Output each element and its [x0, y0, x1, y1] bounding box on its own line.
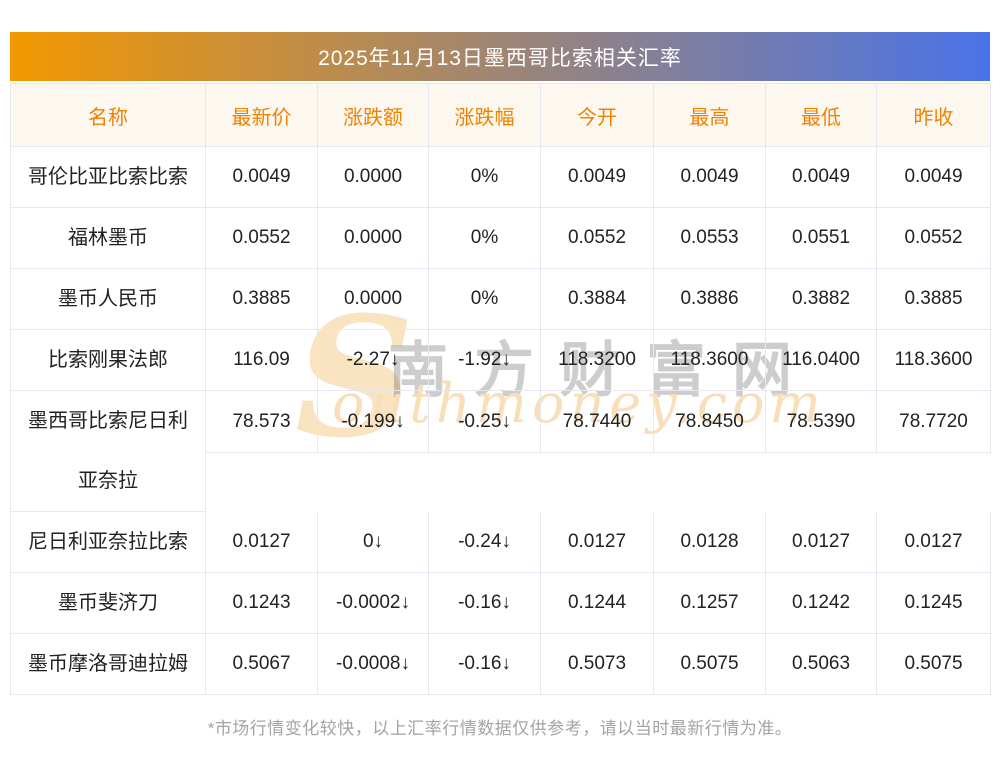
cell-open: 0.5073	[540, 633, 654, 695]
cell-change-pct: -1.92↓	[428, 329, 541, 391]
cell-change: 0.0000	[317, 268, 429, 330]
col-header-low: 最低	[765, 83, 877, 147]
table-row: 墨币人民币 0.3885 0.0000 0% 0.3884 0.3886 0.3…	[10, 268, 991, 330]
cell-open: 0.0552	[540, 207, 654, 269]
cell-change: -0.0002↓	[317, 572, 429, 634]
table-row: 福林墨币 0.0552 0.0000 0% 0.0552 0.0553 0.05…	[10, 207, 991, 269]
table-row: 墨币摩洛哥迪拉姆 0.5067 -0.0008↓ -0.16↓ 0.5073 0…	[10, 633, 991, 695]
cell-latest: 0.0552	[205, 207, 318, 269]
col-header-change-pct: 涨跌幅	[428, 83, 541, 147]
page-content: 2025年11月13日墨西哥比索相关汇率 名称 最新价 涨跌额 涨跌幅 今开 最…	[10, 32, 991, 738]
cell-name: 哥伦比亚比索比索	[10, 146, 206, 208]
cell-change-pct: 0%	[428, 268, 541, 330]
rates-table: 名称 最新价 涨跌额 涨跌幅 今开 最高 最低 昨收 哥伦比亚比索比索 0.00…	[10, 83, 991, 695]
col-header-high: 最高	[653, 83, 766, 147]
cell-prev-close: 0.1245	[876, 572, 991, 634]
col-header-prev-close: 昨收	[876, 83, 991, 147]
cell-prev-close: 0.0049	[876, 146, 991, 208]
cell-change: -0.199↓	[317, 389, 429, 454]
cell-change: 0↓	[317, 511, 429, 573]
cell-change: 0.0000	[317, 146, 429, 208]
table-row: 哥伦比亚比索比索 0.0049 0.0000 0% 0.0049 0.0049 …	[10, 146, 991, 208]
col-header-name: 名称	[10, 83, 206, 147]
cell-change-pct: -0.16↓	[428, 633, 541, 695]
cell-change: -0.0008↓	[317, 633, 429, 695]
cell-low: 0.1242	[765, 572, 877, 634]
cell-name: 墨币斐济刀	[10, 572, 206, 634]
cell-prev-close: 118.3600	[876, 329, 991, 391]
cell-prev-close: 0.0552	[876, 207, 991, 269]
cell-high: 0.5075	[653, 633, 766, 695]
cell-high: 0.0049	[653, 146, 766, 208]
cell-open: 118.3200	[540, 329, 654, 391]
cell-low: 0.0551	[765, 207, 877, 269]
cell-open: 0.0127	[540, 511, 654, 573]
cell-latest: 0.3885	[205, 268, 318, 330]
col-header-change: 涨跌额	[317, 83, 429, 147]
cell-latest: 0.0127	[205, 511, 318, 573]
cell-high: 0.1257	[653, 572, 766, 634]
cell-open: 0.1244	[540, 572, 654, 634]
cell-prev-close: 0.5075	[876, 633, 991, 695]
cell-low: 0.0127	[765, 511, 877, 573]
cell-name: 福林墨币	[10, 207, 206, 269]
disclaimer-note: *市场行情变化较快，以上汇率行情数据仅供参考，请以当时最新行情为准。	[207, 719, 793, 738]
cell-high: 0.0553	[653, 207, 766, 269]
cell-prev-close: 0.3885	[876, 268, 991, 330]
cell-prev-close: 78.7720	[876, 389, 991, 454]
table-row: 尼日利亚奈拉比索 0.0127 0↓ -0.24↓ 0.0127 0.0128 …	[10, 511, 991, 573]
cell-low: 78.5390	[765, 389, 877, 454]
cell-high: 118.3600	[653, 329, 766, 391]
cell-latest: 0.5067	[205, 633, 318, 695]
cell-name: 比索刚果法郎	[10, 329, 206, 391]
cell-high: 0.0128	[653, 511, 766, 573]
header-row: 名称 最新价 涨跌额 涨跌幅 今开 最高 最低 昨收	[10, 83, 991, 147]
cell-change: 0.0000	[317, 207, 429, 269]
cell-change-pct: -0.16↓	[428, 572, 541, 634]
cell-change-pct: -0.25↓	[428, 389, 541, 454]
cell-name: 墨币摩洛哥迪拉姆	[10, 633, 206, 695]
spacer-cell	[206, 453, 991, 512]
table-row: 墨西哥比索尼日利亚奈拉 78.573 -0.199↓ -0.25↓ 78.744…	[10, 389, 991, 512]
cell-change: -2.27↓	[317, 329, 429, 391]
cell-name: 墨币人民币	[10, 268, 206, 330]
cell-change-pct: 0%	[428, 207, 541, 269]
cell-low: 0.0049	[765, 146, 877, 208]
col-header-open: 今开	[540, 83, 654, 147]
cell-latest: 0.1243	[205, 572, 318, 634]
cell-open: 0.3884	[540, 268, 654, 330]
cell-latest: 0.0049	[205, 146, 318, 208]
table-title: 2025年11月13日墨西哥比索相关汇率	[318, 46, 682, 70]
cell-open: 78.7440	[540, 389, 654, 454]
cell-latest: 78.573	[205, 389, 318, 454]
cell-change-pct: 0%	[428, 146, 541, 208]
table-title-bar: 2025年11月13日墨西哥比索相关汇率	[10, 32, 990, 81]
cell-low: 0.5063	[765, 633, 877, 695]
table-row: 墨币斐济刀 0.1243 -0.0002↓ -0.16↓ 0.1244 0.12…	[10, 572, 991, 634]
cell-low: 116.0400	[765, 329, 877, 391]
cell-high: 0.3886	[653, 268, 766, 330]
cell-open: 0.0049	[540, 146, 654, 208]
table-row: 比索刚果法郎 116.09 -2.27↓ -1.92↓ 118.3200 118…	[10, 329, 991, 391]
cell-change-pct: -0.24↓	[428, 511, 541, 573]
cell-name: 墨西哥比索尼日利亚奈拉	[10, 390, 206, 512]
cell-latest: 116.09	[205, 329, 318, 391]
cell-low: 0.3882	[765, 268, 877, 330]
cell-prev-close: 0.0127	[876, 511, 991, 573]
cell-name: 尼日利亚奈拉比索	[10, 511, 206, 573]
col-header-latest: 最新价	[205, 83, 318, 147]
cell-high: 78.8450	[653, 389, 766, 454]
